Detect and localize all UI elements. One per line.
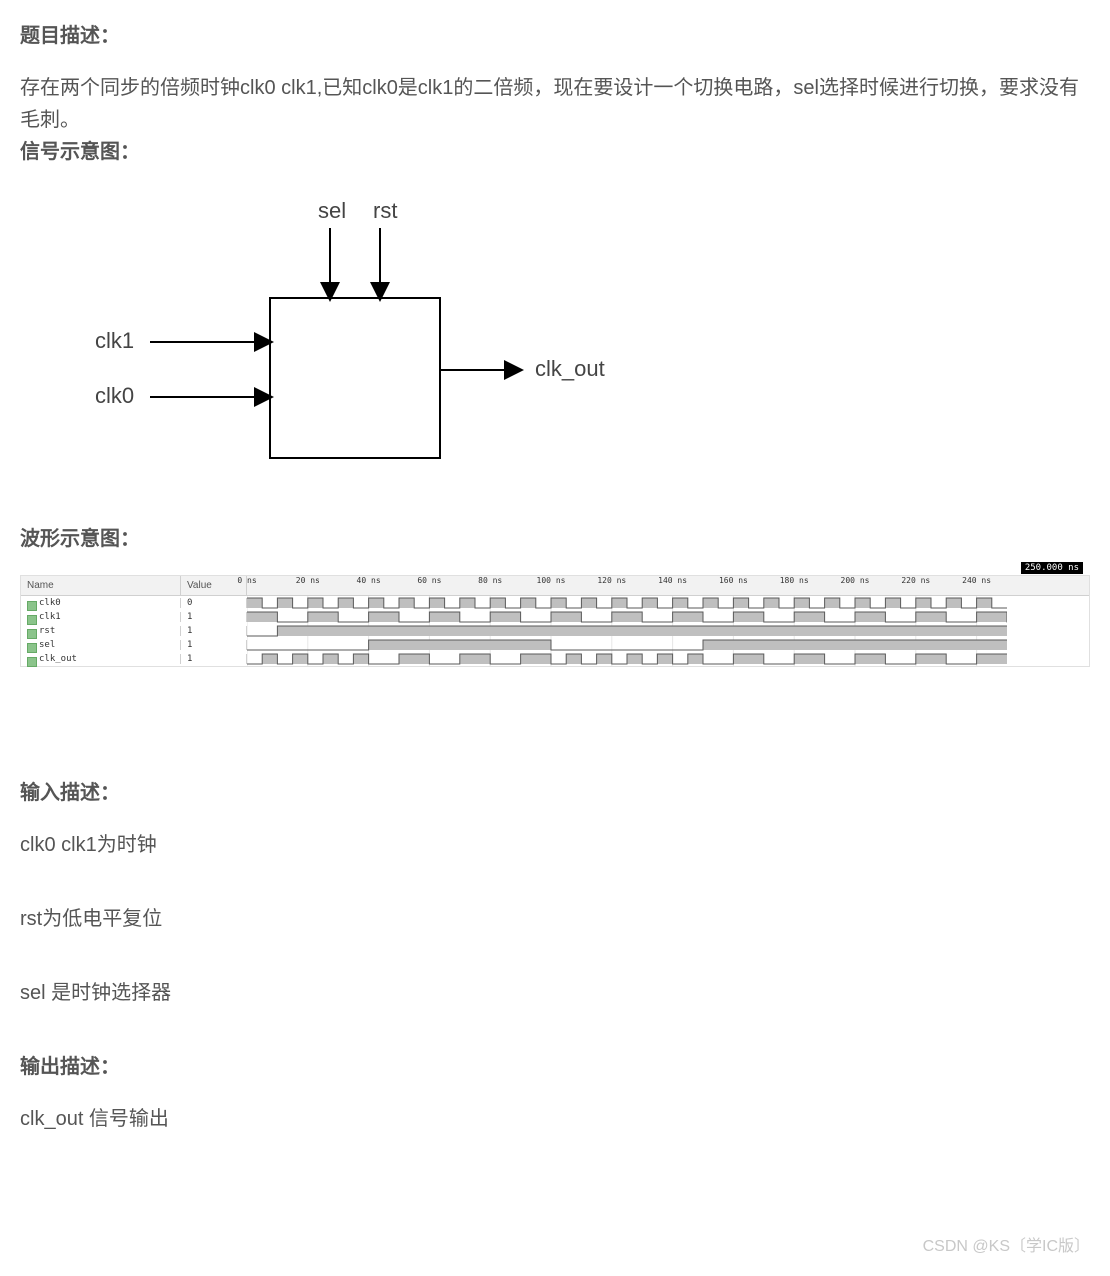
signal-value: 1	[181, 640, 247, 650]
input-line: rst为低电平复位	[20, 903, 1090, 935]
signal-wave	[247, 596, 1089, 610]
time-tick: 220 ns	[901, 576, 930, 585]
time-tick: 120 ns	[597, 576, 626, 585]
input-line: sel 是时钟选择器	[20, 977, 1090, 1009]
label-sel: sel	[318, 198, 346, 223]
signal-value: 1	[181, 626, 247, 636]
mux-box	[270, 298, 440, 458]
waveform-heading: 波形示意图：	[20, 523, 1090, 555]
signal-wave	[247, 624, 1089, 638]
waveform-row: sel1	[21, 638, 1089, 652]
signal-wave	[247, 610, 1089, 624]
signal-wave	[247, 652, 1089, 666]
time-tick: 40 ns	[357, 576, 381, 585]
time-tick: 0 ns	[237, 576, 256, 585]
description-text: 存在两个同步的倍频时钟clk0 clk1,已知clk0是clk1的二倍频，现在要…	[20, 72, 1090, 136]
output-heading: 输出描述：	[20, 1051, 1090, 1083]
time-tick: 20 ns	[296, 576, 320, 585]
col-header-name: Name	[21, 576, 181, 595]
time-tick: 140 ns	[658, 576, 687, 585]
section-title: 题目描述：	[20, 20, 1090, 52]
waveform-row: rst1	[21, 624, 1089, 638]
input-line: clk0 clk1为时钟	[20, 829, 1090, 861]
watermark: CSDN @KS〔学IC版〕	[923, 1232, 1090, 1256]
waveform-viewer: 250.000 ns Name Value 0 ns20 ns40 ns60 n…	[20, 575, 1090, 667]
label-rst: rst	[373, 198, 397, 223]
time-tick: 80 ns	[478, 576, 502, 585]
waveform-header: Name Value 0 ns20 ns40 ns60 ns80 ns100 n…	[21, 576, 1089, 596]
signal-name: rst	[21, 626, 181, 636]
signal-wave	[247, 638, 1089, 652]
time-tick: 240 ns	[962, 576, 991, 585]
waveform-row: clk00	[21, 596, 1089, 610]
label-clk0: clk0	[95, 383, 134, 408]
signal-name: clk1	[21, 612, 181, 622]
input-heading: 输入描述：	[20, 777, 1090, 809]
time-tick: 160 ns	[719, 576, 748, 585]
time-tick: 100 ns	[537, 576, 566, 585]
time-tick: 60 ns	[417, 576, 441, 585]
signal-name: clk0	[21, 598, 181, 608]
label-clkout: clk_out	[535, 356, 605, 381]
signal-value: 1	[181, 612, 247, 622]
signal-name: clk_out	[21, 654, 181, 664]
signal-value: 0	[181, 598, 247, 608]
label-clk1: clk1	[95, 328, 134, 353]
time-tick: 200 ns	[841, 576, 870, 585]
col-header-wave: 0 ns20 ns40 ns60 ns80 ns100 ns120 ns140 …	[247, 576, 1089, 595]
waveform-timestamp: 250.000 ns	[1021, 562, 1083, 574]
block-diagram: sel rst clk1 clk0 clk_out	[60, 188, 1090, 493]
signal-value: 1	[181, 654, 247, 664]
signal-heading: 信号示意图：	[20, 136, 1090, 168]
time-tick: 180 ns	[780, 576, 809, 585]
signal-name: sel	[21, 640, 181, 650]
waveform-row: clk_out1	[21, 652, 1089, 666]
waveform-row: clk11	[21, 610, 1089, 624]
output-line: clk_out 信号输出	[20, 1103, 1090, 1135]
